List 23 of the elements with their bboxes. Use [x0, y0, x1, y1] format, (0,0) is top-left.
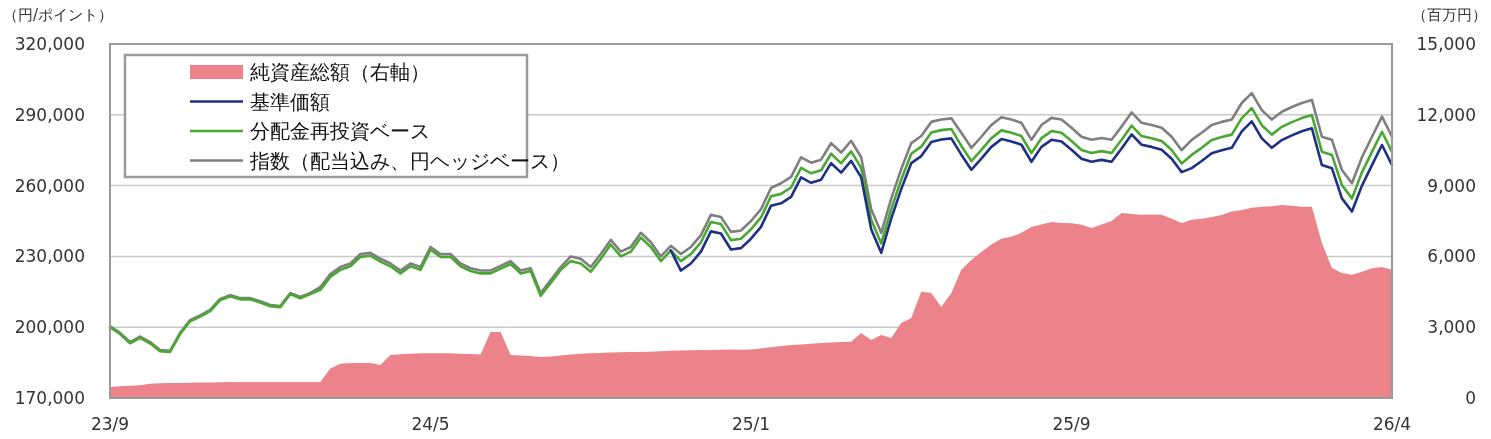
x-tick-label: 25/9: [1052, 414, 1091, 434]
y-axis-title: （円/ポイント）: [3, 6, 114, 24]
legend-label: 基準価額: [250, 89, 330, 114]
x-tick-label: 24/5: [411, 414, 450, 434]
y-tick-label: 290,000: [14, 104, 85, 125]
legend-label: 純資産総額（右軸）: [250, 60, 430, 84]
y2-tick-label: 3,000: [1427, 317, 1476, 338]
y2-tick-label: 6,000: [1427, 246, 1476, 267]
y2-axis-title: （百万円）: [1412, 6, 1487, 24]
y2-tick-label: 0: [1465, 388, 1476, 408]
y2-tick-label: 9,000: [1427, 175, 1476, 196]
x-tick-label: 25/1: [731, 414, 771, 434]
x-tick-label: 26/4: [1372, 414, 1412, 434]
y-tick-label: 260,000: [14, 175, 85, 196]
y2-tick-label: 15,000: [1416, 34, 1476, 54]
y-tick-label: 200,000: [14, 317, 85, 338]
y-tick-label: 320,000: [14, 34, 85, 54]
legend-label: 分配金再投資ベース: [250, 119, 430, 143]
y2-tick-label: 12,000: [1416, 104, 1476, 125]
y-tick-label: 230,000: [14, 246, 85, 267]
x-tick-label: 23/9: [90, 414, 130, 434]
y-tick-label: 170,000: [14, 388, 85, 408]
legend-label: 指数（配当込み、円ヘッジベース）: [249, 148, 570, 173]
